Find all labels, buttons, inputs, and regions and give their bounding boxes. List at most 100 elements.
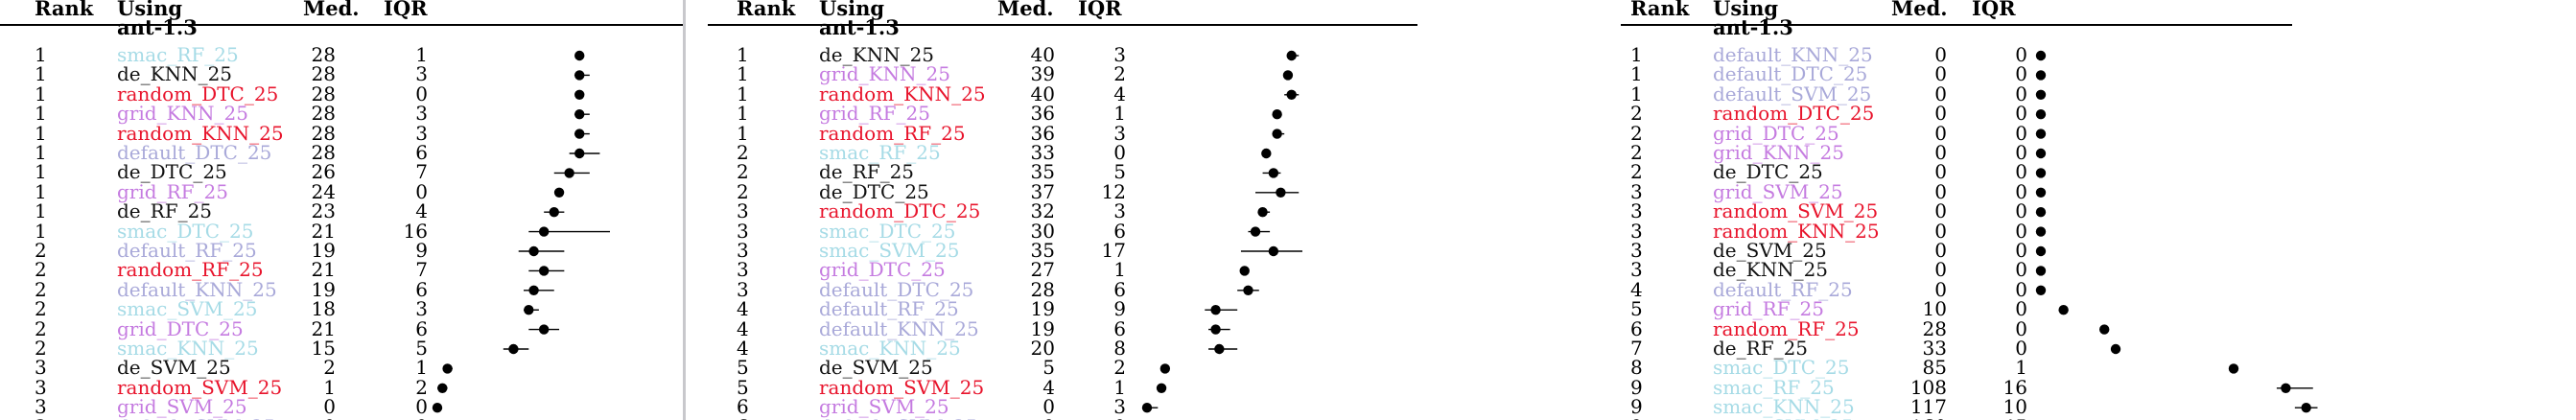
rank-cell: 2 [35,239,47,262]
iqr-cell: 0 [2015,141,2027,164]
treatment-cell: smac_DTC_25 [117,219,254,243]
iqr-cell: 6 [415,141,428,164]
treatment-cell: smac_SVM_25 [1713,416,1853,420]
treatment-cell: random_RF_25 [117,258,264,282]
median-cell: 10 [1922,297,1947,321]
median-cell: 0 [1934,258,1947,282]
rank-cell: 8 [1630,356,1643,380]
rank-cell: 3 [1630,199,1643,223]
median-cell: 28 [311,43,336,66]
median-dot [1243,285,1253,295]
iqr-cell: 0 [2015,102,2027,126]
median-dot [549,207,559,218]
rank-cell: 1 [737,43,749,66]
median-cell: 33 [1922,337,1947,360]
median-dot [1286,89,1297,101]
median-dot [538,324,550,335]
iqr-cell: 3 [415,62,428,86]
median-cell: 26 [311,160,336,184]
iqr-cell: 2 [1113,356,1126,380]
iqr-cell: 0 [2015,43,2027,66]
iqr-cell: 0 [2015,160,2027,184]
treatment-cell: random_KNN_25 [1713,219,1880,243]
rank-cell: 4 [1630,277,1643,301]
iqr-cell: 0 [2015,62,2027,86]
median-dot [2035,187,2047,198]
iqr-cell: 4 [415,199,428,223]
rank-cell: 3 [1630,219,1643,243]
iqr-cell: 3 [415,297,428,321]
treatment-cell: default_KNN_25 [117,277,277,301]
rank-cell: 9 [1630,395,1643,419]
treatment-cell: smac_RF_25 [117,43,239,66]
rank-cell: 3 [737,258,749,282]
median-dot [574,70,585,81]
median-dot [2035,285,2047,295]
median-dot [2035,109,2047,120]
treatment-cell: smac_RF_25 [819,141,941,164]
treatment-cell: grid_DTC_25 [117,316,244,340]
median-dot [1282,70,1294,81]
iqr-cell: 3 [1113,395,1126,419]
median-dot [1276,187,1286,198]
column-header-iqr: IQR [384,0,428,20]
median-cell: 35 [1030,239,1055,262]
median-cell: 32 [1030,199,1055,223]
iqr-cell: 0 [2015,258,2027,282]
median-cell: 23 [311,199,336,223]
column-header-rank: Rank [737,0,796,20]
iqr-cell: 6 [1113,219,1126,243]
column-header-using: Using [117,0,183,20]
treatment-cell: default_SVM_25 [117,416,275,420]
results-table-1: Rank Using Med. IQR ant-1.3 1 smac_RF_25 28 1 1 de… [0,0,683,420]
median-dot [442,363,453,374]
rank-cell: 2 [737,179,749,203]
treatment-cell: smac_DTC_25 [1713,356,1850,380]
rank-cell: 5 [1630,297,1643,321]
median-dot [1268,168,1279,178]
median-dot [528,285,539,295]
treatment-cell: random_KNN_25 [819,82,986,105]
iqr-cell: 0 [2015,277,2027,301]
median-cell: 0 [1934,141,1947,164]
treatment-cell: default_KNN_25 [819,316,979,340]
iqr-cell: 0 [2015,199,2027,223]
column-header-rank: Rank [1630,0,1690,20]
rank-cell: 2 [35,258,47,282]
rank-cell: 2 [35,316,47,340]
median-iqr-plot [432,50,610,413]
median-dot [1272,128,1282,139]
treatment-cell: smac_RF_25 [1713,375,1835,399]
median-iqr-plot [1141,50,1302,413]
iqr-cell: 4 [1113,82,1126,105]
iqr-cell: 6 [415,316,428,340]
median-dot [2035,207,2047,218]
median-cell: 21 [311,219,336,243]
rank-cell: 1 [35,160,47,184]
iqr-cell: 16 [2002,375,2027,399]
iqr-cell: 1 [2015,356,2027,380]
treatment-cell: de_SVM_25 [117,356,231,380]
iqr-cell: 0 [2015,316,2027,340]
treatment-cell: grid_SVM_25 [1713,179,1843,203]
treatment-cell: grid_RF_25 [117,179,228,203]
median-dot [2035,50,2047,61]
treatment-cell: default_DTC_25 [1713,62,1868,86]
rank-cell: 6 [737,395,749,419]
median-cell: 30 [1030,219,1055,243]
median-dot [432,403,443,413]
iqr-cell: 0 [2015,121,2027,145]
iqr-cell: 3 [415,121,428,145]
treatment-cell: de_KNN_25 [819,43,935,66]
rank-cell: 1 [737,82,749,105]
treatment-cell: random_KNN_25 [117,121,284,145]
treatment-cell: default_DTC_25 [117,141,272,164]
treatment-cell: grid_DTC_25 [1713,121,1839,145]
rank-cell: 3 [737,219,749,243]
iqr-cell: 0 [415,82,428,105]
median-dot [538,226,550,237]
iqr-cell: 1 [1113,102,1126,126]
median-dot [1268,245,1279,257]
median-cell: 108 [1909,375,1947,399]
iqr-cell: 0 [2015,337,2027,360]
